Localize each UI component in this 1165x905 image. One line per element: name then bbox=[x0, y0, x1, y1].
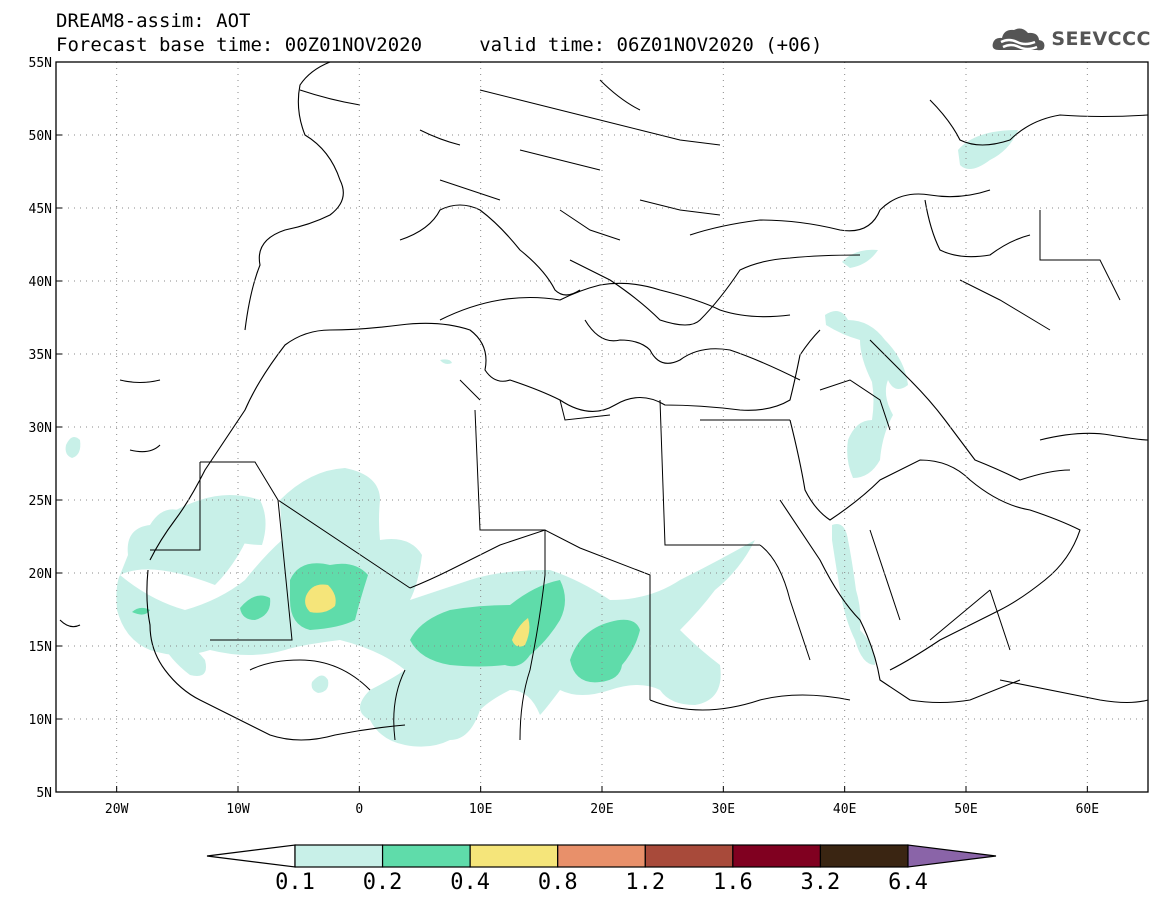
colorbar-label: 0.8 bbox=[538, 870, 578, 895]
x-axis: 20W 10W 0 10E 20E 30E 40E 50E 60E bbox=[105, 786, 1099, 817]
colorbar-segment bbox=[557, 844, 646, 868]
y-tick-label: 5N bbox=[36, 786, 52, 801]
y-tick-label: 40N bbox=[29, 275, 52, 290]
y-tick-label: 30N bbox=[29, 421, 52, 436]
colorbar-label: 1.2 bbox=[625, 870, 665, 895]
logo-text: SEEVCCC bbox=[1051, 28, 1151, 50]
x-tick-label: 30E bbox=[712, 802, 735, 817]
colorbar-segment bbox=[381, 844, 471, 868]
gridlines bbox=[56, 62, 1148, 792]
x-tick-label: 10E bbox=[469, 802, 492, 817]
x-tick-label: 50E bbox=[954, 802, 977, 817]
seevccc-logo: SEEVCCC bbox=[991, 24, 1151, 54]
coastlines bbox=[59, 61, 1149, 741]
map-title: DREAM8-assim: AOT bbox=[56, 10, 251, 32]
colorbar-label: 1.6 bbox=[713, 870, 753, 895]
colorbar-label: 6.4 bbox=[888, 870, 928, 895]
y-tick-label: 45N bbox=[29, 202, 52, 217]
colorbar-under-arrow bbox=[206, 844, 296, 868]
x-tick-label: 40E bbox=[833, 802, 856, 817]
colorbar-label: 0.1 bbox=[275, 870, 315, 895]
colorbar-over-arrow bbox=[907, 844, 997, 868]
cloud-logo-icon bbox=[992, 28, 1045, 51]
map-subtitle-times: Forecast base time: 00Z01NOV2020 valid t… bbox=[56, 34, 823, 56]
colorbar-segment bbox=[469, 844, 559, 868]
y-tick-label: 35N bbox=[29, 348, 52, 363]
y-tick-label: 50N bbox=[29, 129, 52, 144]
colorbar-label: 0.2 bbox=[363, 870, 403, 895]
colorbar: 0.1 0.2 0.4 0.8 1.2 1.6 3.2 6.4 bbox=[206, 844, 997, 895]
colorbar-label: 3.2 bbox=[801, 870, 841, 895]
x-tick-label: 60E bbox=[1076, 802, 1099, 817]
x-tick-label: 20E bbox=[590, 802, 613, 817]
y-tick-label: 25N bbox=[29, 494, 52, 509]
x-tick-label: 10W bbox=[226, 802, 250, 817]
y-tick-label: 20N bbox=[29, 567, 52, 582]
y-axis: 55N 50N 45N 40N 35N 30N 25N 20N 15N 10N 5N bbox=[29, 56, 62, 801]
y-tick-label: 10N bbox=[29, 713, 52, 728]
colorbar-segment bbox=[294, 844, 384, 868]
country-borders bbox=[150, 79, 1121, 741]
colorbar-segment bbox=[732, 844, 822, 868]
x-tick-label: 0 bbox=[355, 802, 363, 817]
colorbar-label: 0.4 bbox=[450, 870, 490, 895]
colorbar-segment bbox=[819, 844, 909, 868]
x-tick-label: 20W bbox=[105, 802, 129, 817]
aot-field-0.4-0.8 bbox=[305, 584, 530, 647]
colorbar-segment bbox=[644, 844, 734, 868]
y-tick-label: 15N bbox=[29, 640, 52, 655]
y-tick-label: 55N bbox=[29, 56, 52, 71]
